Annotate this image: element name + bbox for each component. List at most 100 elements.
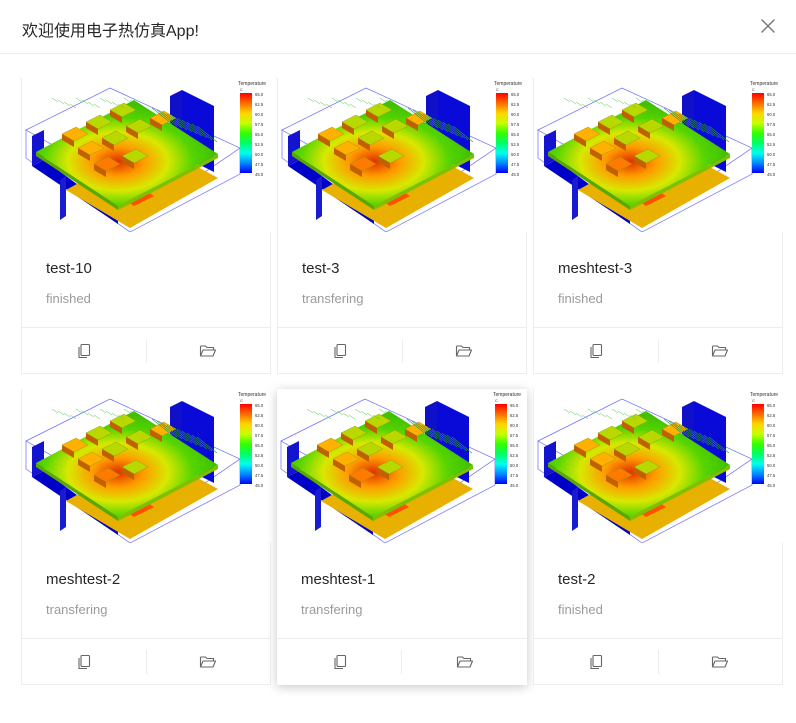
project-thumbnail[interactable]: Temperature C 65.0 62.5 60.0 57.5 55.0 52.5 50.0… (278, 78, 528, 232)
heat-model (25, 398, 241, 543)
copy-icon[interactable] (22, 639, 146, 685)
card-actions (534, 327, 782, 374)
svg-text:62.5: 62.5 (510, 413, 519, 418)
heat-model (281, 87, 497, 232)
project-name: test-2 (558, 571, 596, 588)
svg-text:47.5: 47.5 (767, 473, 776, 478)
folder-open-icon[interactable] (146, 639, 270, 685)
copy-icon[interactable] (277, 639, 402, 685)
svg-text:62.5: 62.5 (255, 413, 264, 418)
project-card[interactable]: Temperature C 65.0 62.5 60.0 57.5 55.0 52.5 50.0… (533, 389, 784, 685)
svg-text:57.5: 57.5 (510, 433, 519, 438)
svg-text:65.0: 65.0 (767, 92, 776, 97)
action-divider (146, 650, 147, 674)
svg-text:52.5: 52.5 (511, 142, 520, 147)
svg-text:65.0: 65.0 (255, 403, 264, 408)
project-thumbnail[interactable]: Temperature C 65.0 62.5 60.0 57.5 55.0 52.5 50.0… (277, 389, 527, 543)
svg-text:50.0: 50.0 (767, 152, 776, 157)
project-thumbnail[interactable]: Temperature C 65.0 62.5 60.0 57.5 55.0 52.5 50.0… (22, 389, 272, 543)
copy-icon[interactable] (534, 328, 658, 374)
svg-text:65.0: 65.0 (510, 403, 519, 408)
svg-text:C: C (240, 398, 243, 403)
svg-text:C: C (240, 87, 243, 92)
svg-text:47.5: 47.5 (511, 162, 520, 167)
project-card[interactable]: Temperature C 65.0 62.5 60.0 57.5 55.0 52.5 50.0… (277, 389, 527, 685)
project-card[interactable]: Temperature C 65.0 62.5 60.0 57.5 55.0 52.5 50.0… (21, 78, 272, 374)
svg-text:47.5: 47.5 (510, 473, 519, 478)
project-card[interactable]: Temperature C 65.0 62.5 60.0 57.5 55.0 52.5 50.0… (533, 78, 784, 374)
project-card[interactable]: Temperature C 65.0 62.5 60.0 57.5 55.0 52.5 50.0… (277, 78, 528, 374)
svg-text:50.0: 50.0 (767, 463, 776, 468)
svg-text:52.5: 52.5 (767, 453, 776, 458)
svg-text:Temperature: Temperature (494, 81, 522, 87)
svg-text:45.0: 45.0 (255, 172, 264, 177)
heat-model (537, 87, 753, 232)
project-status: transfering (46, 602, 108, 617)
svg-text:45.0: 45.0 (255, 483, 264, 488)
svg-text:65.0: 65.0 (255, 92, 264, 97)
svg-text:45.0: 45.0 (767, 483, 776, 488)
card-actions (277, 638, 527, 685)
svg-text:60.0: 60.0 (510, 423, 519, 428)
svg-text:62.5: 62.5 (767, 102, 776, 107)
copy-icon[interactable] (278, 328, 402, 374)
project-name: meshtest-2 (46, 571, 121, 588)
folder-open-icon[interactable] (402, 639, 527, 685)
copy-icon[interactable] (534, 639, 658, 685)
svg-text:Temperature: Temperature (750, 81, 778, 87)
project-name: meshtest-3 (558, 260, 633, 277)
card-actions (278, 327, 526, 374)
svg-text:Temperature: Temperature (493, 392, 521, 398)
project-name: test-10 (46, 260, 92, 277)
svg-text:62.5: 62.5 (767, 413, 776, 418)
modal-title: 欢迎使用电子热仿真App! (22, 23, 199, 40)
svg-text:Temperature: Temperature (238, 81, 266, 87)
folder-open-icon[interactable] (146, 328, 270, 374)
svg-text:57.5: 57.5 (255, 433, 264, 438)
svg-text:52.5: 52.5 (255, 453, 264, 458)
project-thumbnail[interactable]: Temperature C 65.0 62.5 60.0 57.5 55.0 52.5 50.0… (534, 78, 784, 232)
close-icon[interactable] (758, 16, 778, 36)
svg-text:60.0: 60.0 (767, 112, 776, 117)
svg-text:62.5: 62.5 (255, 102, 264, 107)
copy-icon[interactable] (22, 328, 146, 374)
svg-text:55.0: 55.0 (511, 132, 520, 137)
folder-open-icon[interactable] (658, 328, 782, 374)
project-status: transfering (302, 291, 364, 306)
svg-text:55.0: 55.0 (767, 443, 776, 448)
card-actions (22, 327, 270, 374)
svg-text:47.5: 47.5 (255, 473, 264, 478)
card-actions (534, 638, 782, 685)
action-divider (402, 339, 403, 363)
svg-text:60.0: 60.0 (511, 112, 520, 117)
project-card[interactable]: Temperature C 65.0 62.5 60.0 57.5 55.0 52.5 50.0… (21, 389, 272, 685)
svg-text:57.5: 57.5 (511, 122, 520, 127)
svg-text:Temperature: Temperature (750, 392, 778, 398)
svg-text:57.5: 57.5 (767, 433, 776, 438)
svg-text:55.0: 55.0 (255, 443, 264, 448)
svg-text:C: C (495, 398, 498, 403)
folder-open-icon[interactable] (402, 328, 526, 374)
card-actions (22, 638, 270, 685)
svg-text:Temperature: Temperature (238, 392, 266, 398)
project-status: finished (558, 291, 603, 306)
project-thumbnail[interactable]: Temperature C 65.0 62.5 60.0 57.5 55.0 52.5 50.0… (534, 389, 784, 543)
heat-model (280, 398, 496, 543)
action-divider (658, 650, 659, 674)
svg-text:60.0: 60.0 (767, 423, 776, 428)
heat-model (537, 398, 753, 543)
svg-text:47.5: 47.5 (255, 162, 264, 167)
svg-text:C: C (752, 87, 755, 92)
svg-text:45.0: 45.0 (767, 172, 776, 177)
svg-text:65.0: 65.0 (511, 92, 520, 97)
svg-text:45.0: 45.0 (510, 483, 519, 488)
heat-model (25, 87, 241, 232)
project-thumbnail[interactable]: Temperature C 65.0 62.5 60.0 57.5 55.0 52.5 50.0… (22, 78, 272, 232)
folder-open-icon[interactable] (658, 639, 782, 685)
svg-text:62.5: 62.5 (511, 102, 520, 107)
